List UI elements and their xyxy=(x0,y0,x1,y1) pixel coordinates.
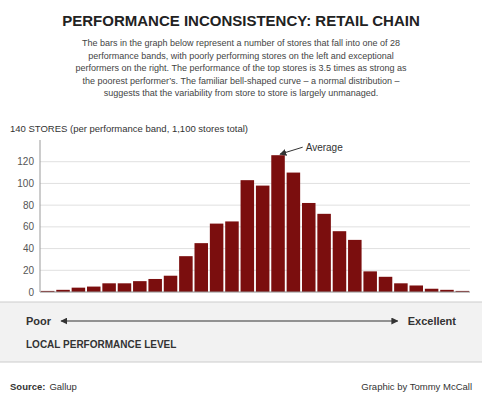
bar xyxy=(287,173,301,292)
bar xyxy=(256,186,270,292)
bar xyxy=(348,240,362,292)
subtitle-line: The bars in the graph below represent a … xyxy=(82,38,400,48)
y-tick-label: 100 xyxy=(17,178,34,189)
bar xyxy=(133,281,147,292)
bar xyxy=(148,279,162,292)
subtitle-line: performance bands, with poorly performin… xyxy=(88,51,394,61)
bar xyxy=(72,288,86,292)
grid-line xyxy=(40,270,470,271)
grid-line xyxy=(40,183,470,184)
grid xyxy=(40,162,470,292)
y-tick-label: 120 xyxy=(17,156,34,167)
bar xyxy=(333,231,347,292)
bar xyxy=(363,271,377,292)
y-axis-label: 140 STORES (per performance band, 1,100 … xyxy=(10,123,248,134)
page: {"chart_data": {"type": "bar", "title": … xyxy=(0,0,482,411)
grid-line xyxy=(40,161,470,162)
grid-line xyxy=(40,226,470,227)
source: Gallup xyxy=(49,381,76,392)
source-label: Source: xyxy=(10,381,45,392)
bar xyxy=(409,285,423,292)
annotation-arrow xyxy=(280,147,303,154)
bar xyxy=(225,221,239,292)
bar xyxy=(317,214,331,292)
bar xyxy=(179,256,193,292)
credit: Graphic by Tommy McCall xyxy=(361,381,472,392)
bar xyxy=(164,276,178,292)
subtitle-line: performers on the right. The performance… xyxy=(76,63,407,73)
grid-line xyxy=(40,248,470,249)
bar xyxy=(241,180,255,292)
bar xyxy=(194,243,208,292)
bar xyxy=(302,203,316,292)
bar xyxy=(379,277,393,292)
grid-line xyxy=(40,205,470,206)
bar xyxy=(210,224,224,292)
y-tick-label: 0 xyxy=(28,287,34,298)
source-border xyxy=(0,362,482,363)
low-label: Poor xyxy=(26,315,52,327)
subtitle: The bars in the graph below represent a … xyxy=(76,38,407,98)
bar xyxy=(118,283,132,292)
high-label: Excellent xyxy=(408,315,457,327)
bar xyxy=(102,283,116,292)
y-tick-label: 40 xyxy=(23,243,35,254)
grid-line xyxy=(40,292,470,293)
subtitle-line: suggests that the variability from store… xyxy=(104,88,379,98)
bar xyxy=(271,155,285,292)
bars xyxy=(41,155,469,292)
annotation: Average xyxy=(306,142,344,153)
bar xyxy=(87,287,101,292)
x-axis-label: LOCAL PERFORMANCE LEVEL xyxy=(26,339,176,350)
scale-arrow xyxy=(61,321,398,322)
chart: PERFORMANCE INCONSISTENCY: RETAIL CHAIN T… xyxy=(0,0,482,411)
y-tick-label: 80 xyxy=(23,200,35,211)
title: PERFORMANCE INCONSISTENCY: RETAIL CHAIN xyxy=(62,12,420,29)
bar xyxy=(394,283,408,292)
x-axis-line xyxy=(40,292,470,293)
y-axis-line xyxy=(40,140,41,292)
y-tick-label: 60 xyxy=(23,221,35,232)
footer-bg xyxy=(0,302,482,362)
subtitle-line: the poorest performer’s. The familiar be… xyxy=(82,76,399,86)
footer-border xyxy=(0,302,482,303)
y-tick-label: 20 xyxy=(23,265,35,276)
